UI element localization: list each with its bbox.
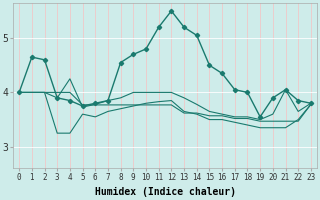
- X-axis label: Humidex (Indice chaleur): Humidex (Indice chaleur): [94, 187, 236, 197]
